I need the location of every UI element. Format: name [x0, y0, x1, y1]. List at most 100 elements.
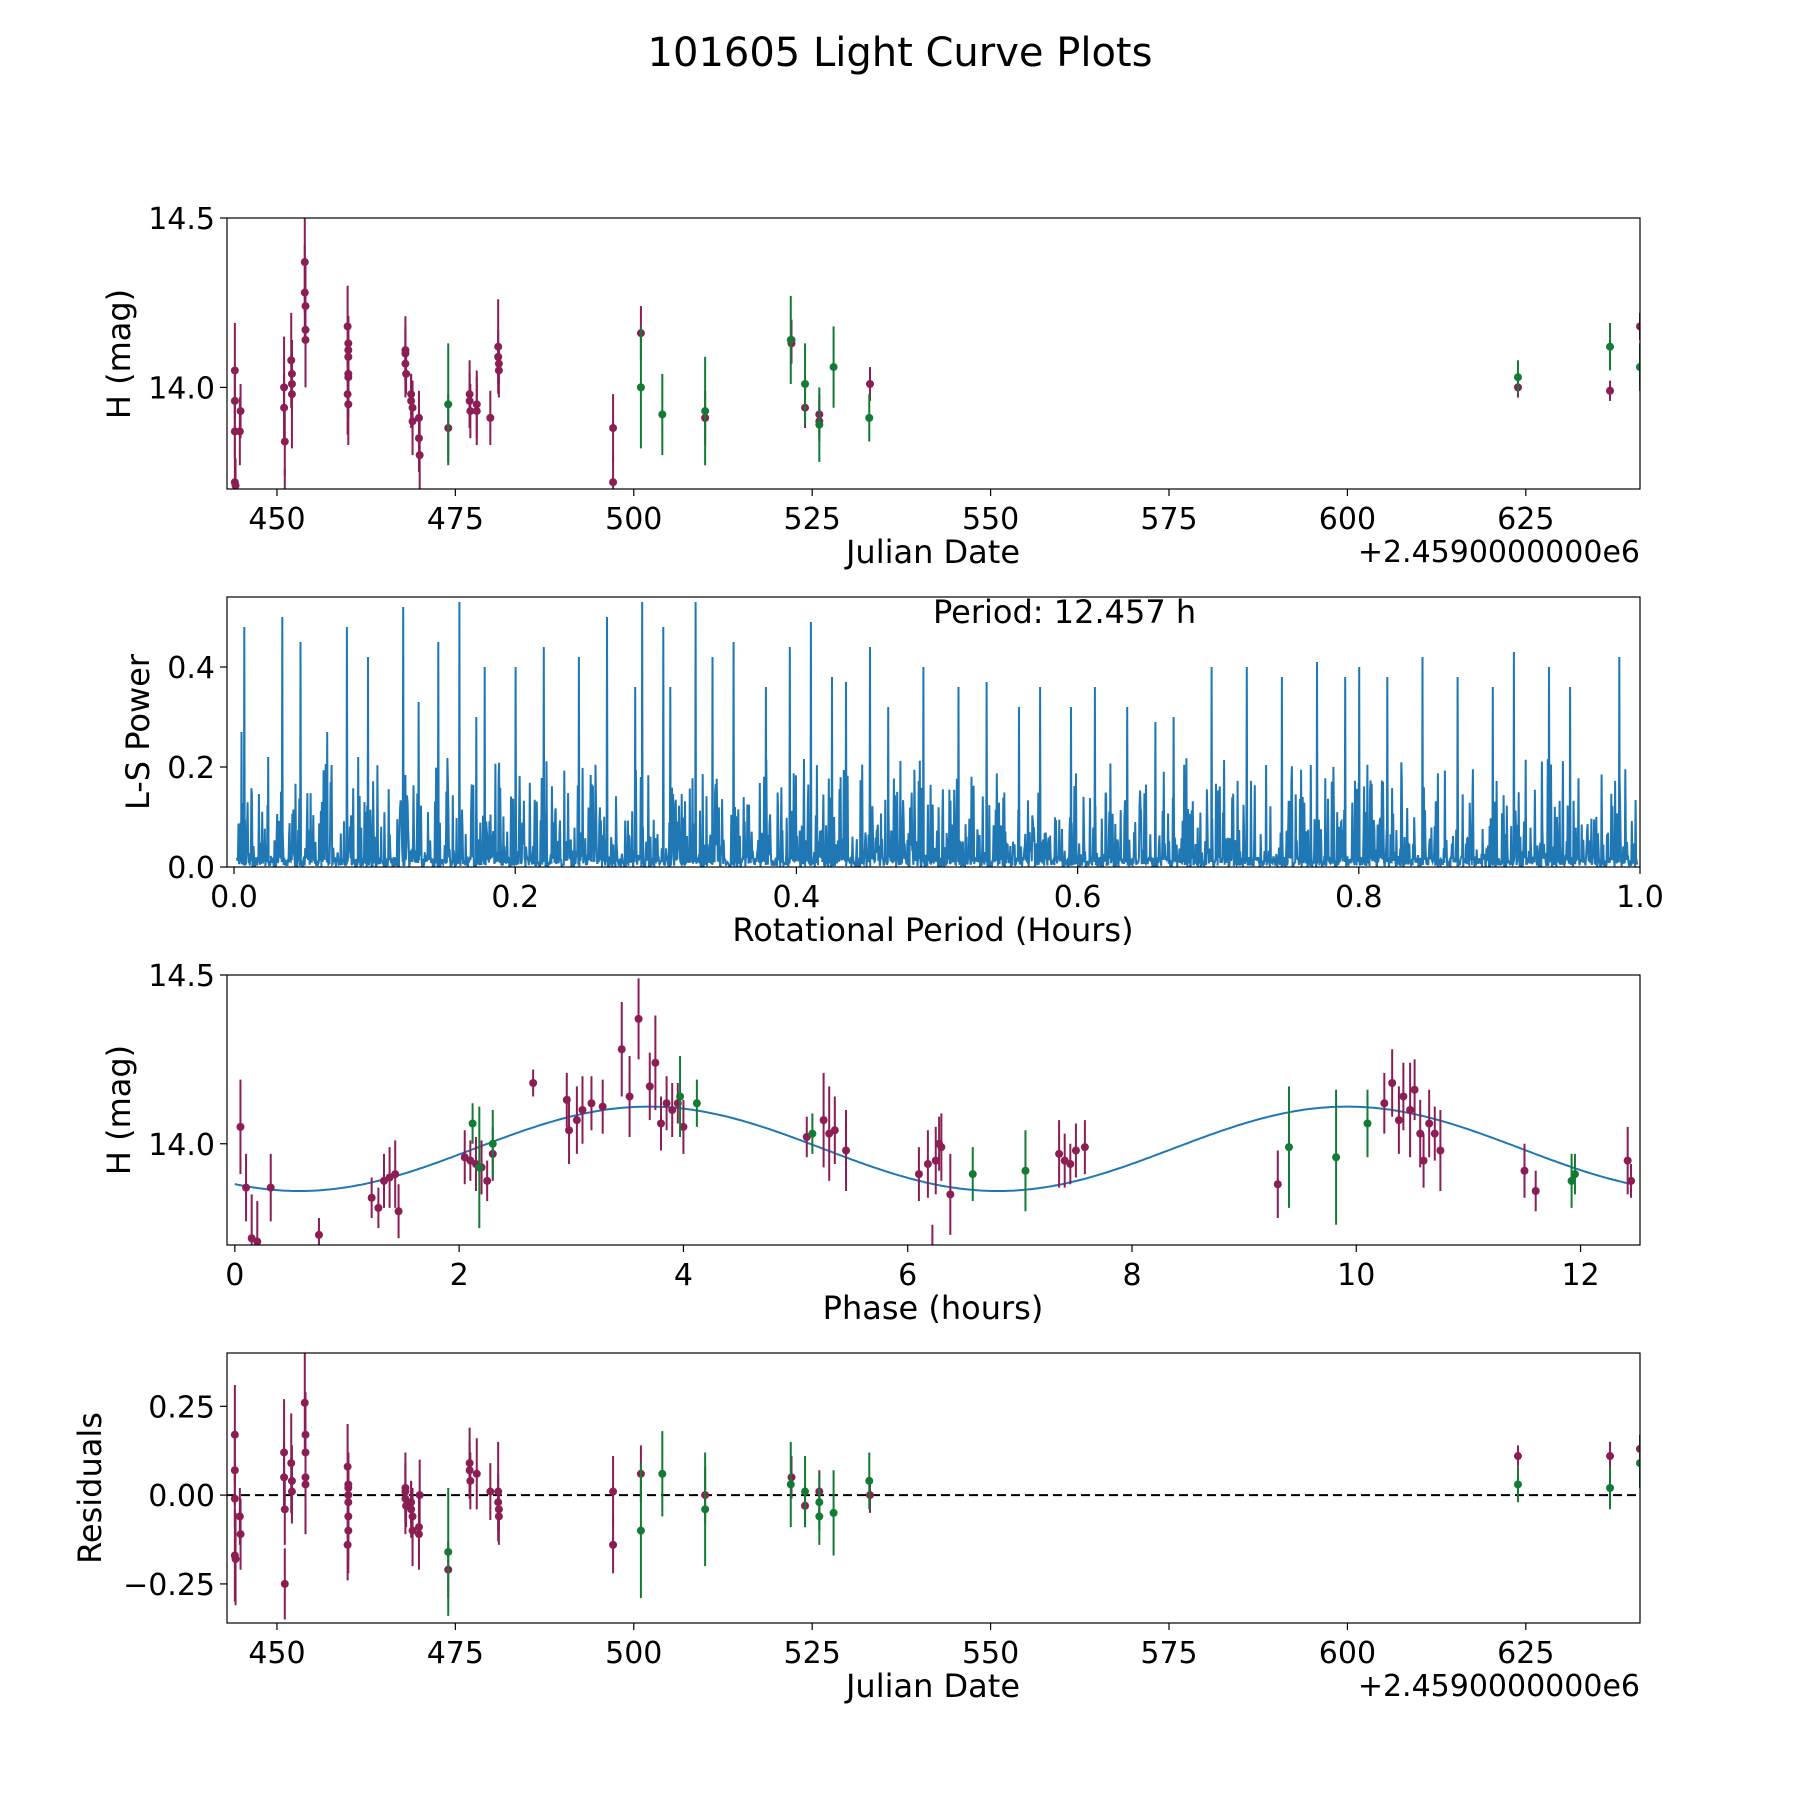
data-point-magenta: [301, 335, 310, 344]
data-point-green: [1570, 1170, 1579, 1179]
data-point-magenta: [529, 1079, 538, 1087]
x-tick-label: 0.2: [491, 880, 539, 915]
x-tick-label: 550: [962, 502, 1019, 537]
data-point-green: [1332, 1153, 1341, 1162]
data-point-green: [468, 1119, 477, 1128]
y-tick-label: 14.0: [148, 1128, 215, 1163]
data-point-magenta: [1416, 1129, 1425, 1138]
phase-points: [234, 978, 1636, 1263]
data-point-magenta: [1425, 1119, 1434, 1128]
x-tick-label: 475: [427, 502, 484, 537]
x-tick-label: 450: [248, 502, 305, 537]
data-point-magenta: [230, 396, 239, 405]
data-point-green: [1284, 1143, 1293, 1152]
light-curve-ticks: 450 475 500 525 550 575 600 625 14.0 14.5: [148, 202, 1554, 537]
data-point-green: [786, 335, 795, 344]
data-point-magenta: [865, 379, 874, 388]
data-point-magenta: [472, 1469, 481, 1478]
data-point-green: [968, 1170, 977, 1179]
data-point-magenta: [314, 1230, 323, 1239]
data-point-magenta: [280, 1579, 289, 1588]
data-point-green: [475, 1163, 484, 1172]
data-point-magenta: [923, 1160, 932, 1168]
data-point-magenta: [1380, 1099, 1389, 1108]
periodogram-line: [235, 601, 1639, 867]
figure-title: 101605 Light Curve Plots: [648, 30, 1153, 76]
periodogram-series-line: [235, 601, 1639, 867]
data-point-green: [676, 1092, 685, 1101]
light-curve-frame: [226, 217, 1641, 490]
x-tick-label: 0.8: [1335, 880, 1383, 915]
x-tick-label: 625: [1497, 1636, 1554, 1671]
x-tick-label: 500: [605, 1636, 662, 1671]
x-tick-label: 0.6: [1054, 880, 1102, 915]
x-tick-label: 525: [784, 502, 841, 537]
data-point-magenta: [466, 407, 475, 416]
periodogram-ylabel: L-S Power: [119, 653, 157, 810]
data-point-magenta: [1436, 1146, 1445, 1155]
data-point-magenta: [236, 1530, 245, 1539]
data-point-magenta: [408, 417, 417, 426]
light-curve-xlabel: Julian Date: [844, 533, 1020, 571]
data-point-magenta: [609, 1540, 618, 1549]
x-tick-label: 500: [605, 502, 662, 537]
data-point-magenta: [402, 369, 411, 378]
data-point-magenta: [928, 1255, 936, 1263]
data-point-magenta: [914, 1170, 923, 1179]
data-point-magenta: [266, 1183, 275, 1192]
y-tick-label: 0.4: [167, 651, 215, 686]
data-point-magenta: [280, 437, 289, 446]
data-point-magenta: [486, 413, 495, 422]
data-point-magenta: [367, 1193, 376, 1202]
residuals-panel: 450 475 500 525 550 575 600 625 −0.25 0.00 0.25 Ju…: [71, 1352, 1641, 1705]
data-point-magenta: [645, 1082, 654, 1091]
data-point-magenta: [408, 1526, 417, 1535]
residuals-xlabel: Julian Date: [844, 1667, 1020, 1705]
data-point-magenta: [572, 1116, 581, 1125]
phase-panel: 0 2 4 6 8 10 12 14.0 14.5 Phase (hours) H (mag): [100, 959, 1641, 1327]
data-point-magenta: [1513, 1452, 1522, 1461]
data-point-magenta: [1531, 1187, 1540, 1195]
data-point-green: [801, 379, 810, 388]
data-point-magenta: [415, 451, 424, 460]
data-point-magenta: [1394, 1116, 1403, 1125]
data-point-green: [829, 1508, 838, 1517]
data-point-magenta: [287, 1487, 296, 1496]
data-point-magenta: [1055, 1149, 1064, 1158]
data-point-magenta: [1623, 1156, 1632, 1165]
data-point-magenta: [1636, 322, 1640, 331]
data-point-green: [865, 1476, 874, 1485]
data-point-magenta: [414, 1530, 423, 1539]
data-point-magenta: [1066, 1160, 1075, 1168]
data-point-green: [1363, 1119, 1372, 1128]
light-curve-points: [230, 218, 1640, 489]
data-point-green: [701, 407, 710, 416]
x-tick-label: 2: [450, 1258, 469, 1293]
y-tick-label: 14.5: [148, 202, 215, 237]
data-point-magenta: [280, 1505, 289, 1514]
x-tick-label: 450: [248, 1636, 305, 1671]
x-tick-label: 575: [1140, 502, 1197, 537]
x-tick-label: 575: [1140, 1636, 1197, 1671]
data-point-magenta: [301, 1480, 310, 1489]
data-point-magenta: [609, 424, 618, 433]
data-point-magenta: [617, 1045, 626, 1054]
data-point-magenta: [1080, 1143, 1089, 1152]
data-point-green: [658, 410, 667, 419]
data-point-magenta: [578, 1106, 587, 1114]
phase-ticks: 0 2 4 6 8 10 12 14.0 14.5: [148, 959, 1599, 1293]
data-point-magenta: [931, 1156, 940, 1165]
x-tick-label: 550: [962, 1636, 1019, 1671]
x-tick-label: 0: [225, 1258, 244, 1293]
data-point-magenta: [634, 1014, 643, 1023]
data-point-magenta: [391, 1170, 400, 1179]
data-point-magenta: [407, 396, 416, 405]
data-point-magenta: [1388, 1079, 1397, 1087]
data-point-magenta: [1406, 1106, 1415, 1114]
data-point-magenta: [231, 481, 240, 489]
data-point-magenta: [415, 1491, 424, 1500]
data-point-magenta: [1419, 1156, 1428, 1165]
data-point-green: [444, 400, 453, 409]
data-point-magenta: [253, 1237, 262, 1245]
